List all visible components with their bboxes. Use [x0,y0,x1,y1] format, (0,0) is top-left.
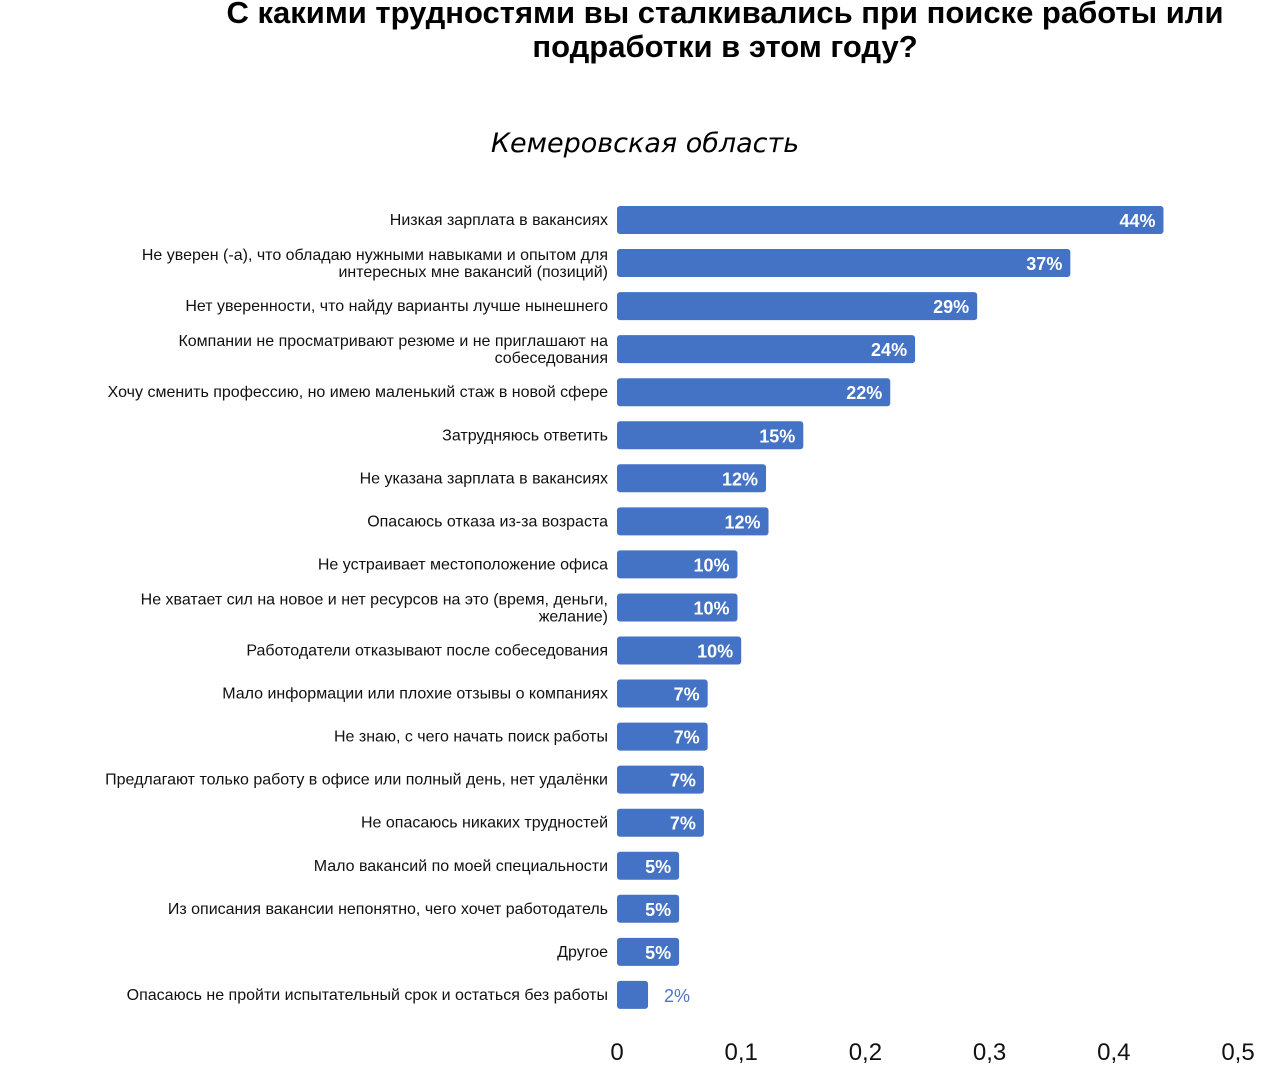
data-label: 2% [664,986,690,1006]
x-tick-label: 0 [610,1039,623,1066]
chart-subtitle: Кемеровская область [490,128,800,159]
category-label: Не опасаюсь никаких трудностей [361,815,608,832]
category-label: Не уверен (-а), что обладаю нужными навы… [142,247,608,264]
bar [617,937,680,966]
category-label: Не устраивает местоположение офиса [318,556,608,573]
bar [617,421,804,450]
data-label: 37% [1026,254,1062,274]
data-label: 10% [693,555,729,575]
bar [617,249,1071,278]
data-label: 12% [724,512,760,532]
x-tick-label: 0,3 [973,1039,1006,1066]
category-label: Низкая зарплата в вакансиях [390,212,608,229]
category-label: Опасаюсь не пройти испытательный срок и … [127,987,608,1004]
category-label: Предлагают только работу в офисе или пол… [105,772,608,789]
chart-title: С какими трудностями вы сталкивались при… [226,0,1224,64]
category-label: Компании не просматривают резюме и не пр… [178,333,608,350]
bar [617,292,978,321]
category-label: желание) [539,608,608,625]
category-label: Мало информации или плохие отзывы о комп… [222,686,608,703]
data-label: 5% [645,857,671,877]
bar [617,679,708,708]
bar [617,851,680,880]
data-label: 7% [674,728,700,748]
data-label: 24% [871,340,907,360]
bar [617,894,680,923]
category-label: Из описания вакансии непонятно, чего хоч… [168,901,608,918]
bar [617,378,891,407]
bar [617,980,649,1009]
data-label: 15% [759,426,795,446]
data-label: 12% [722,469,758,489]
bar [617,507,769,536]
data-label: 5% [645,900,671,920]
category-label: интересных мне вакансий (позиций) [338,264,608,281]
data-label: 7% [670,814,696,834]
bar [617,722,708,751]
category-label: Опасаюсь отказа из-за возраста [367,513,608,530]
data-label: 7% [674,685,700,705]
bar [617,335,916,364]
category-label: Работодатели отказывают после собеседова… [246,643,608,660]
category-label: Затрудняюсь ответить [442,427,608,444]
bar [617,808,704,837]
data-label: 10% [693,598,729,618]
category-label: собеседования [495,350,608,367]
category-label: Нет уверенности, что найду варианты лучш… [185,298,608,315]
data-label: 29% [933,297,969,317]
bar [617,593,738,622]
data-label: 44% [1119,211,1155,231]
x-tick-label: 0,4 [1097,1039,1130,1066]
x-tick-label: 0,2 [849,1039,882,1066]
category-label: Не знаю, с чего начать поиск работы [334,729,608,746]
data-label: 5% [645,943,671,963]
category-label: Не указана зарплата в вакансиях [360,470,608,487]
data-label: 10% [697,642,733,662]
bar [617,464,767,493]
data-label: 22% [846,383,882,403]
x-tick-label: 0,1 [725,1039,758,1066]
bar [617,765,704,794]
category-label: Хочу сменить профессию, но имею маленьки… [108,384,608,401]
bar [617,636,742,665]
bar [617,550,738,579]
bar [617,206,1164,234]
category-label: Мало вакансий по моей специальности [314,858,608,875]
x-tick-label: 0,5 [1221,1039,1254,1066]
data-label: 7% [670,771,696,791]
category-label: Другое [557,944,608,961]
category-label: Не хватает сил на новое и нет ресурсов н… [141,591,608,608]
